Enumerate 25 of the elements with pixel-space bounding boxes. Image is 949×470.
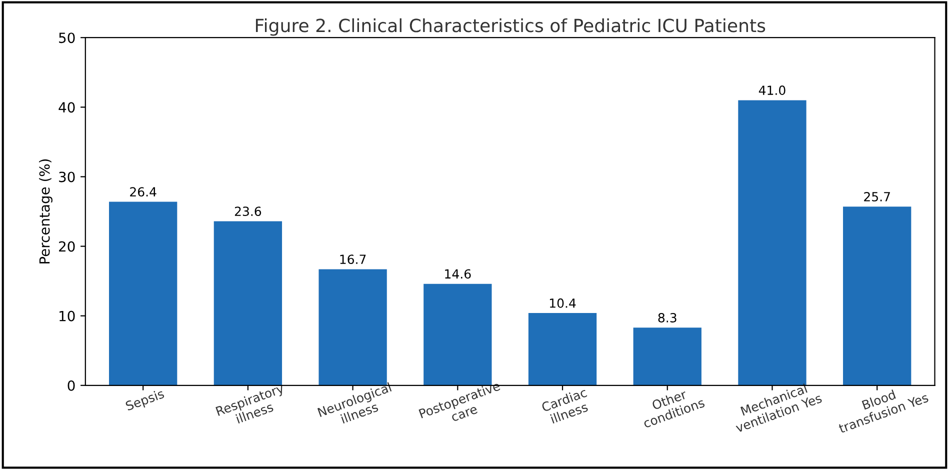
data-label: 25.7	[864, 192, 890, 202]
y-tick-label: 10	[60, 310, 75, 322]
chart-title: Figure 2. Clinical Characteristics of Pediatric ICU Patients	[256, 18, 766, 36]
data-label: 10.4	[550, 298, 576, 308]
data-label: 41.0	[758, 86, 786, 96]
y-tick-label: 20	[59, 241, 75, 252]
data-label: 26.4	[130, 187, 156, 197]
data-label: 23.6	[234, 206, 262, 216]
bar	[214, 221, 282, 386]
y-tick-label: 0	[68, 380, 75, 391]
y-tick-label: 30	[59, 172, 75, 182]
data-label: 16.7	[340, 254, 366, 264]
data-label: 8.3	[658, 313, 676, 322]
x-tick-label: Sepsis	[125, 388, 166, 414]
bar	[738, 100, 806, 386]
bar	[528, 313, 597, 386]
bar	[843, 206, 912, 386]
x-tick-label: Cardiac illness	[540, 387, 588, 424]
bar	[633, 328, 702, 386]
y-tick-label: 50	[59, 32, 75, 44]
data-label: 14.6	[445, 269, 471, 279]
bar	[109, 202, 178, 386]
y-axis-title: Percentage (%)	[39, 159, 52, 264]
bar	[424, 284, 492, 386]
y-tick-label: 40	[58, 102, 75, 113]
